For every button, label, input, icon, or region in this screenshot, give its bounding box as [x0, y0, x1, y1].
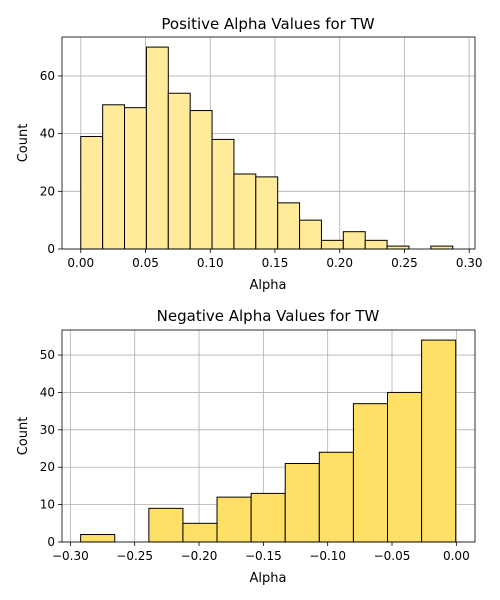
- y-tick-label: 50: [40, 348, 55, 362]
- histogram-bar: [386, 245, 410, 250]
- y-tick-label: 20: [40, 184, 55, 198]
- y-ticks: 0 10 20 30 40 50: [40, 348, 62, 549]
- bars: [80, 46, 454, 250]
- histogram-bar: [80, 136, 104, 250]
- histogram-bar: [189, 110, 213, 250]
- histogram-bar: [352, 403, 389, 543]
- x-tick-label: 0.30: [456, 256, 483, 270]
- histogram-bar: [80, 534, 116, 543]
- histogram-bar: [233, 173, 257, 250]
- x-tick-label: −0.05: [374, 549, 411, 563]
- x-tick-label: 0.20: [326, 256, 353, 270]
- y-tick-label: 40: [40, 127, 55, 141]
- histogram-bar: [421, 339, 457, 543]
- positive-alpha-histogram: Positive Alpha Values for TW 0.00 0.05 0.1…: [16, 15, 483, 293]
- histogram-bar: [318, 451, 354, 543]
- histogram-bar: [430, 245, 454, 250]
- histogram-bar: [284, 462, 320, 543]
- x-tick-label: −0.10: [309, 549, 346, 563]
- bars: [80, 339, 457, 543]
- histogram-bar: [124, 107, 147, 250]
- y-tick-label: 40: [40, 385, 55, 399]
- histogram-bar: [320, 239, 344, 250]
- y-tick-label: 30: [40, 423, 55, 437]
- axes-frame: [61, 329, 476, 543]
- histogram-bar: [182, 522, 218, 543]
- histogram-bar: [255, 176, 279, 250]
- histogram-bar: [145, 46, 169, 250]
- x-axis-label: Alpha: [250, 571, 287, 586]
- x-tick-label: 0.15: [262, 256, 289, 270]
- x-tick-label: −0.20: [181, 549, 218, 563]
- x-tick-label: 0.00: [443, 549, 470, 563]
- y-tick-label: 0: [47, 535, 55, 549]
- y-tick-label: 20: [40, 460, 55, 474]
- histogram-bar: [102, 104, 126, 250]
- x-tick-label: −0.30: [52, 549, 89, 563]
- x-ticks: 0.00 0.05 0.10 0.15 0.20 0.25 0.30: [67, 249, 483, 270]
- y-axis-label: Count: [16, 124, 31, 163]
- x-ticks: −0.30 −0.25 −0.20 −0.15 −0.10 −0.05 0.00: [52, 542, 470, 563]
- chart-title: Negative Alpha Values for TW: [157, 307, 380, 325]
- histogram-bar: [387, 391, 423, 543]
- histogram-bar: [216, 496, 252, 543]
- y-tick-label: 0: [47, 242, 55, 256]
- histogram-bar: [277, 202, 301, 250]
- x-tick-label: 0.25: [391, 256, 418, 270]
- x-tick-label: −0.25: [116, 549, 153, 563]
- histogram-bar: [342, 231, 366, 250]
- histogram-bar: [167, 92, 191, 250]
- histogram-bar: [211, 138, 235, 250]
- chart-title: Positive Alpha Values for TW: [161, 15, 374, 33]
- histogram-bar: [299, 219, 322, 250]
- y-ticks: 0 20 40 60: [40, 69, 62, 256]
- histogram-bar: [148, 507, 184, 543]
- x-tick-label: −0.15: [245, 549, 282, 563]
- x-tick-label: 0.05: [132, 256, 159, 270]
- x-tick-label: 0.00: [67, 256, 94, 270]
- y-tick-label: 60: [40, 69, 55, 83]
- histogram-bar: [250, 492, 286, 543]
- y-tick-label: 10: [40, 498, 55, 512]
- histogram-bar: [364, 239, 388, 250]
- negative-alpha-histogram: Negative Alpha Values for TW −0.30 −0.25−…: [16, 307, 476, 586]
- x-tick-label: 0.10: [197, 256, 224, 270]
- x-axis-label: Alpha: [250, 278, 287, 293]
- y-axis-label: Count: [16, 417, 31, 456]
- axes-frame: [61, 36, 476, 250]
